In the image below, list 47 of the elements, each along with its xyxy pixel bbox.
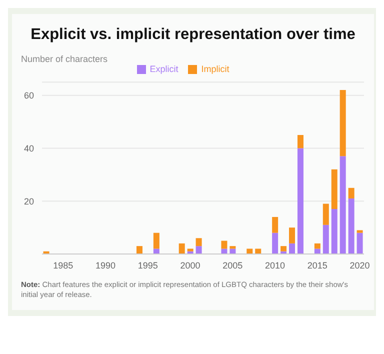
bar	[230, 246, 236, 249]
bar	[221, 240, 228, 249]
bar	[356, 230, 363, 233]
legend-label: Explicit	[150, 64, 178, 74]
bar	[255, 248, 262, 254]
bar	[297, 135, 304, 148]
bar	[322, 204, 329, 225]
x-tick-label: 1995	[138, 260, 158, 270]
legend-label: Implicit	[201, 64, 230, 74]
x-tick-label: 1990	[96, 260, 116, 270]
bar	[196, 238, 202, 246]
bar	[348, 188, 354, 198]
bar	[331, 169, 338, 210]
bar	[322, 224, 329, 254]
bar	[340, 90, 346, 156]
chart-title: Explicit vs. implicit representation over time	[30, 25, 356, 44]
bar	[230, 248, 236, 254]
y-tick-label: 40	[24, 143, 34, 154]
bar	[187, 248, 194, 252]
x-tick-label: 2005	[222, 260, 243, 270]
bar	[297, 148, 304, 254]
y-axis-title: Number of characters	[21, 54, 109, 64]
bar	[136, 246, 142, 254]
bar	[340, 156, 346, 254]
bar	[221, 248, 228, 254]
x-tick-label: 2015	[307, 260, 328, 270]
y-tick-label: 20	[24, 196, 34, 206]
bar	[348, 198, 354, 254]
x-tick-label: 2000	[180, 260, 200, 270]
bar	[289, 243, 296, 254]
bar	[280, 246, 287, 252]
bar	[246, 248, 253, 254]
bar	[272, 232, 278, 254]
bar	[289, 228, 296, 244]
bar	[153, 232, 160, 249]
bar	[314, 243, 320, 249]
bar	[153, 248, 160, 254]
bar	[196, 246, 202, 254]
bar	[331, 209, 338, 254]
bar	[356, 232, 363, 254]
y-tick-label: 60	[24, 90, 34, 101]
x-tick-label: 1985	[53, 260, 74, 270]
x-tick-label: 2020	[350, 260, 370, 270]
bar	[314, 248, 320, 254]
x-tick-label: 2010	[265, 260, 286, 270]
bar	[178, 243, 185, 254]
bar	[272, 216, 278, 233]
